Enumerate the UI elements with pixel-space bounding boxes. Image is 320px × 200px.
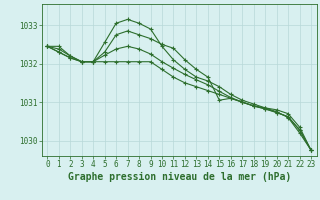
X-axis label: Graphe pression niveau de la mer (hPa): Graphe pression niveau de la mer (hPa) [68,172,291,182]
